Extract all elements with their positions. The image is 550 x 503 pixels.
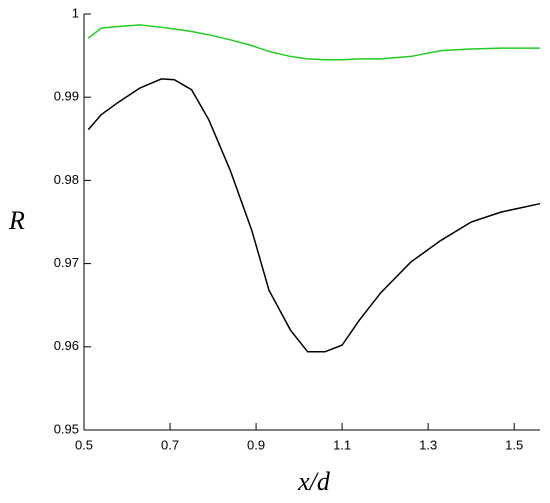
y-tick-label: 0.97 <box>54 255 79 270</box>
x-tick-label: 1.3 <box>419 437 437 452</box>
y-axis-title: R <box>8 206 25 235</box>
line-series <box>87 78 541 353</box>
y-tick-label: 0.96 <box>54 338 79 353</box>
x-tick-label: 1.1 <box>333 437 351 452</box>
y-tick-label: 0.98 <box>54 172 79 187</box>
y-tick-label: 0.99 <box>54 89 79 104</box>
x-axis-title: x/d <box>297 467 331 496</box>
y-tick-label: 1 <box>72 5 79 20</box>
x-tick-label: 1.5 <box>505 437 523 452</box>
x-tick-label: 0.7 <box>161 437 179 452</box>
line-series <box>87 24 540 61</box>
x-tick-label: 0.5 <box>75 437 93 452</box>
y-tick-label: 0.95 <box>54 421 79 436</box>
x-tick-label: 0.9 <box>247 437 265 452</box>
